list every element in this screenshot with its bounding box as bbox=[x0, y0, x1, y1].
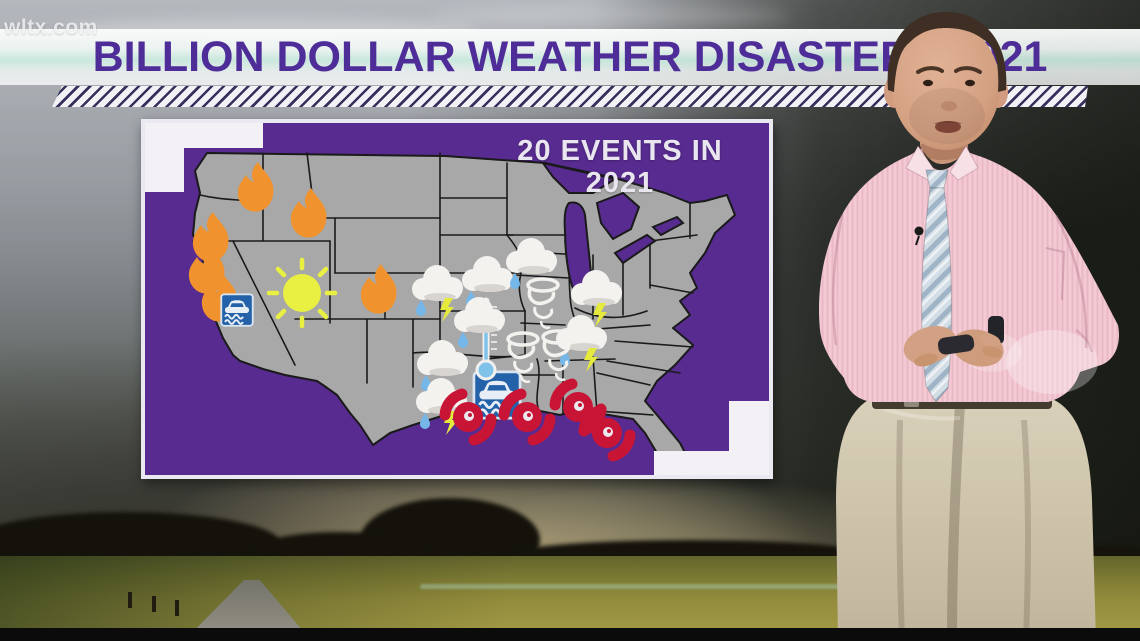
great-lakes bbox=[540, 161, 685, 297]
weatherman bbox=[818, 12, 1120, 641]
presenter-clicker bbox=[937, 334, 975, 355]
events-headline: 20 EVENTS IN 2021 bbox=[475, 135, 765, 200]
flood-icon bbox=[220, 293, 254, 327]
shirt-pocket bbox=[1045, 247, 1066, 301]
weatherman-hands bbox=[903, 316, 1004, 367]
fence-post bbox=[152, 596, 156, 612]
hair bbox=[887, 12, 1007, 92]
panel-corner-step bbox=[729, 401, 769, 475]
cloud-streak bbox=[430, 6, 790, 26]
lapel-microphone bbox=[914, 226, 924, 246]
weatherman-pants bbox=[836, 396, 1096, 641]
events-headline-line1: 20 EVENTS IN bbox=[517, 135, 723, 167]
us-map bbox=[188, 152, 736, 472]
fence-post bbox=[175, 600, 179, 616]
hatch-stripe-band bbox=[52, 86, 1088, 107]
sun-icon bbox=[269, 260, 335, 326]
station-logo: wltx.com bbox=[4, 16, 98, 39]
letterbox-bar bbox=[0, 628, 1140, 641]
fence-post bbox=[128, 592, 132, 608]
weatherman-head bbox=[884, 12, 1008, 150]
panel-corner-step bbox=[145, 123, 184, 192]
map-panel: 20 EVENTS IN 2021 bbox=[141, 119, 773, 479]
mouth bbox=[935, 121, 961, 133]
distant-water-strip bbox=[420, 584, 980, 589]
events-headline-line2: 2021 bbox=[585, 167, 655, 200]
